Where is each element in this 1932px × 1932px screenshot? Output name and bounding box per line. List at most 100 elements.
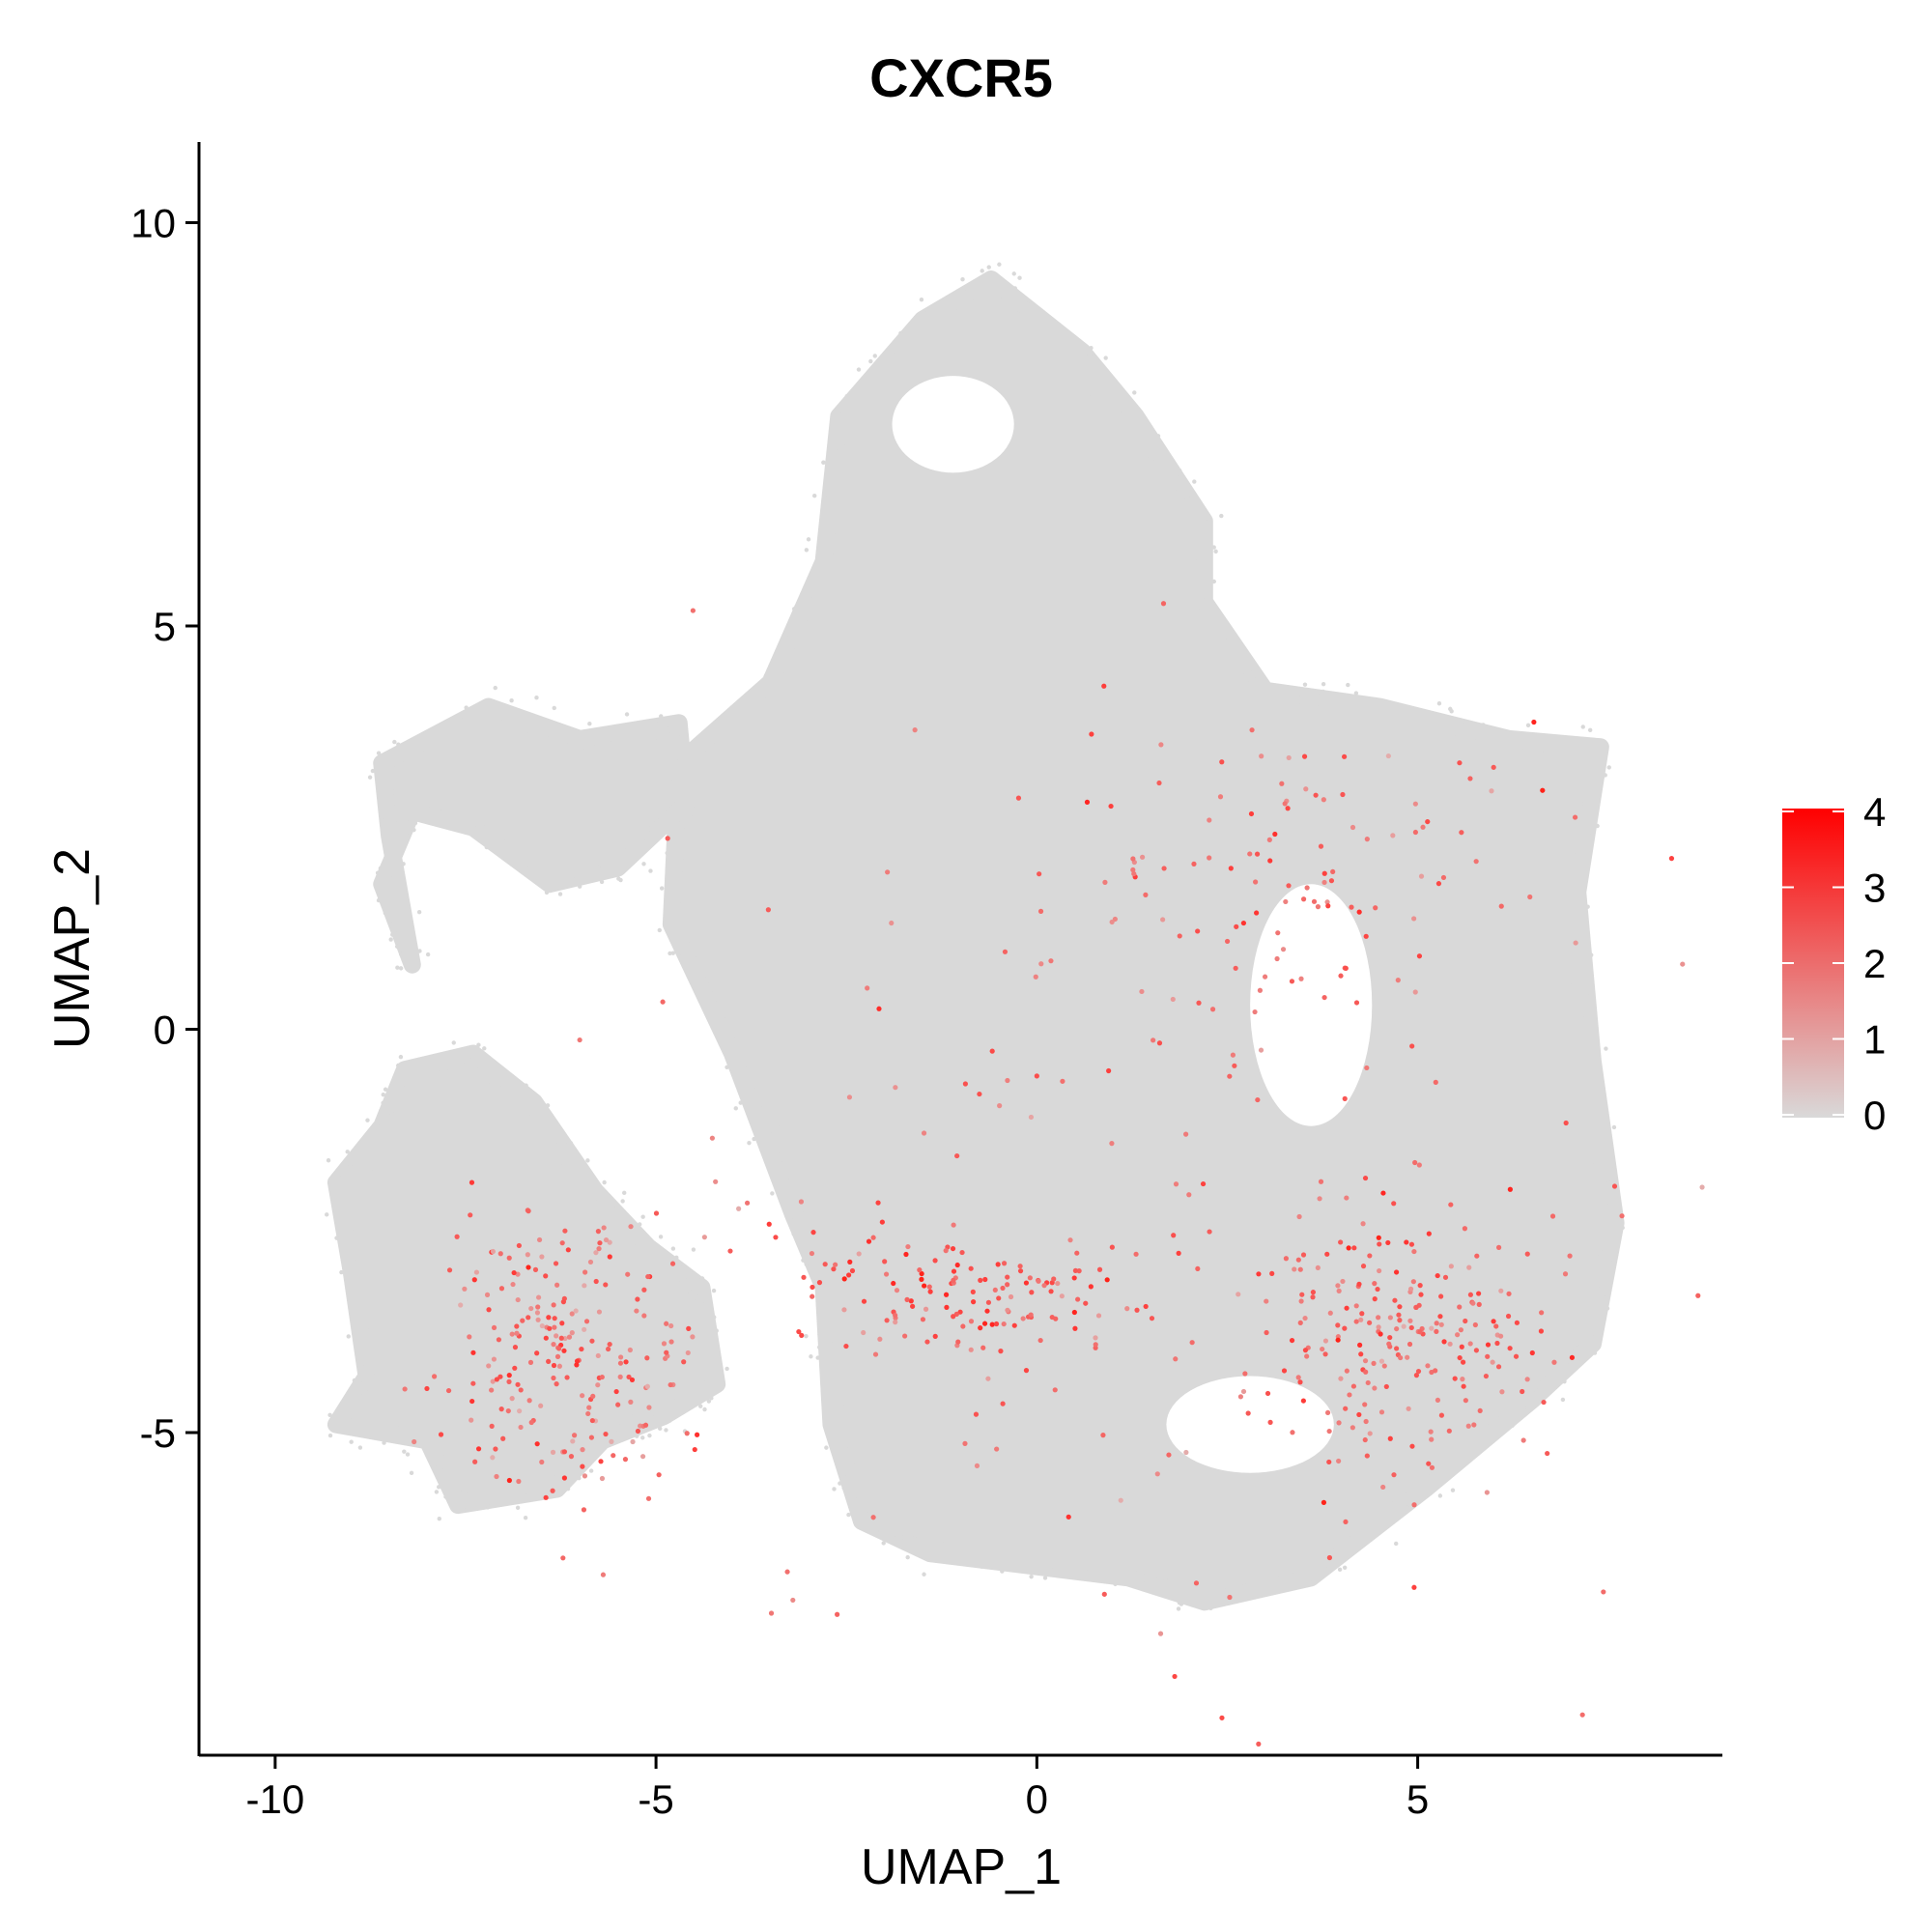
cell-point: [1599, 1098, 1604, 1103]
cell-point: [675, 779, 680, 783]
expressing-cell-point: [1258, 1047, 1264, 1053]
cell-point: [339, 1269, 344, 1275]
expressing-cell-point: [470, 1380, 476, 1386]
cell-point: [1312, 710, 1318, 716]
expressing-cell-point: [412, 1438, 417, 1445]
cell-point: [553, 879, 557, 884]
expressing-cell-point: [1364, 1453, 1370, 1459]
cell-point: [1202, 594, 1208, 599]
expressing-cell-point: [642, 1422, 649, 1428]
expressing-cell-point: [577, 1037, 582, 1043]
cell-point: [1209, 1583, 1215, 1589]
cell-point: [465, 1505, 469, 1510]
cell-point: [705, 1380, 710, 1385]
cell-point: [1281, 1575, 1287, 1580]
expressing-cell-point: [538, 1403, 544, 1408]
expressing-cell-point: [514, 1330, 520, 1336]
expressing-cell-point: [623, 1359, 629, 1365]
cell-point: [497, 1073, 502, 1078]
cell-point: [1029, 1574, 1034, 1579]
expressing-cell-point: [462, 1286, 468, 1292]
cell-point: [380, 788, 384, 793]
expressing-cell-point: [1365, 1379, 1371, 1386]
cell-point: [1582, 759, 1587, 765]
expressing-cell-point: [1376, 1315, 1381, 1321]
expressing-cell-point: [1154, 1471, 1160, 1477]
cell-point: [592, 1199, 598, 1205]
cell-point: [636, 1416, 640, 1421]
cell-point: [620, 1199, 625, 1204]
expressing-cell-point: [1338, 1376, 1344, 1381]
cell-point: [964, 1548, 969, 1554]
cell-point: [704, 1378, 710, 1382]
cell-point: [1237, 1588, 1243, 1594]
expressing-cell-point: [685, 1350, 691, 1356]
expressing-cell-point: [1495, 1364, 1502, 1370]
cell-point: [395, 1100, 400, 1106]
cell-point: [822, 1253, 828, 1258]
expressing-cell-point: [656, 1472, 662, 1478]
cell-point: [665, 850, 669, 856]
expressing-cell-point: [1157, 1631, 1164, 1636]
cell-point: [746, 1053, 752, 1058]
expressing-cell-point: [1383, 1383, 1389, 1390]
cell-point: [354, 1320, 359, 1325]
expressing-cell-point: [1507, 1346, 1513, 1351]
cell-point: [1211, 579, 1216, 584]
cell-point: [1430, 1489, 1435, 1493]
cell-point: [1351, 1531, 1356, 1537]
expressing-cell-point: [904, 1296, 910, 1302]
expressing-cell-point: [1296, 1213, 1302, 1220]
cell-point: [1131, 1580, 1136, 1586]
expressing-cell-point: [551, 1342, 556, 1348]
expressing-cell-point: [1505, 1313, 1512, 1320]
expressing-cell-point: [1279, 781, 1285, 786]
cell-point: [397, 1065, 403, 1069]
expressing-cell-point: [1391, 1201, 1397, 1207]
expressing-cell-point: [467, 1334, 472, 1340]
cell-point: [1209, 1596, 1214, 1602]
expressing-cell-point: [600, 1572, 607, 1577]
expressing-cell-point: [905, 1243, 911, 1250]
expressing-cell-point: [1000, 1401, 1006, 1406]
x-tick-label: -5: [638, 1776, 673, 1822]
cell-point: [394, 931, 399, 936]
cell-point: [384, 754, 389, 760]
expressing-cell-point: [613, 1388, 619, 1395]
expressing-cell-point: [1109, 1244, 1115, 1250]
expressing-cell-point: [1310, 1294, 1316, 1300]
cell-point: [483, 1075, 488, 1081]
expressing-cell-point: [1529, 1350, 1535, 1356]
expressing-cell-point: [1330, 868, 1336, 875]
expressing-cell-point: [865, 985, 870, 991]
cell-point: [1587, 956, 1592, 961]
cell-point: [1442, 1462, 1448, 1466]
cell-point: [1572, 1366, 1577, 1371]
expressing-cell-point: [1410, 1279, 1416, 1285]
expressing-cell-point: [1176, 1250, 1181, 1256]
expressing-cell-point: [810, 1230, 816, 1236]
expressing-cell-point: [668, 1322, 674, 1329]
cell-point: [840, 1423, 846, 1429]
cell-point: [659, 886, 665, 891]
expressing-cell-point: [475, 1446, 482, 1452]
cell-point: [809, 1354, 813, 1359]
cell-point: [1561, 1349, 1566, 1354]
expressing-cell-point: [1237, 1394, 1244, 1400]
expressing-cell-point: [1371, 1360, 1377, 1366]
cell-point: [653, 721, 658, 725]
cell-point: [1576, 1359, 1581, 1364]
expressing-cell-point: [1326, 1554, 1333, 1561]
cell-point: [399, 785, 405, 790]
expressing-cell-point: [1143, 892, 1149, 897]
cell-point: [585, 1158, 590, 1163]
expressing-cell-point: [1420, 824, 1426, 830]
cell-point: [901, 1535, 906, 1540]
cell-point: [463, 1052, 468, 1057]
expressing-cell-point: [1217, 794, 1224, 800]
expressing-cell-point: [445, 1387, 452, 1394]
expressing-cell-point: [951, 1314, 956, 1320]
expressing-cell-point: [528, 1305, 534, 1312]
expressing-cell-point: [469, 1179, 475, 1185]
expressing-cell-point: [1342, 1325, 1348, 1331]
